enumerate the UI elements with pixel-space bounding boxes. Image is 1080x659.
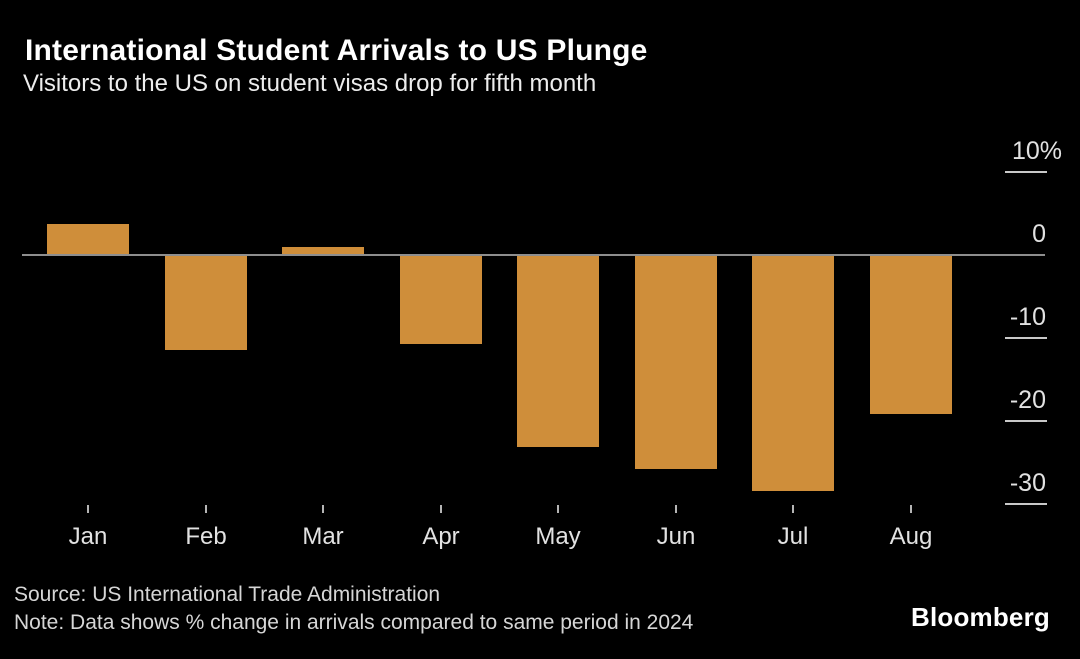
x-tick-jul [792, 505, 794, 513]
x-tick-jan [87, 505, 89, 513]
y-axis-label--30: -30 [1009, 469, 1046, 497]
x-axis-label-aug: Aug [889, 523, 933, 550]
x-tick-feb [205, 505, 207, 513]
x-axis-label-jul: Jul [777, 523, 809, 550]
zero-axis-line [22, 254, 1045, 256]
x-tick-may [557, 505, 559, 513]
chart-title: International Student Arrivals to US Plu… [25, 34, 648, 67]
bar-jun [635, 255, 717, 469]
y-tick--30 [1005, 503, 1047, 505]
chart-subtitle: Visitors to the US on student visas drop… [23, 70, 597, 97]
y-axis-label-10: 10% [1011, 137, 1062, 165]
x-axis-label-jan: Jan [68, 523, 108, 550]
bar-aug [870, 255, 952, 414]
bar-mar [282, 247, 364, 255]
x-axis-label-apr: Apr [422, 523, 460, 550]
x-tick-mar [322, 505, 324, 513]
note-text: Note: Data shows % change in arrivals co… [14, 611, 694, 634]
bar-jan [47, 224, 129, 255]
bar-may [517, 255, 599, 447]
bar-jul [752, 255, 834, 491]
y-axis-label--20: -20 [1009, 386, 1046, 414]
bar-apr [400, 255, 482, 344]
x-tick-jun [675, 505, 677, 513]
y-axis-label--10: -10 [1009, 303, 1046, 331]
x-tick-apr [440, 505, 442, 513]
bloomberg-logo: Bloomberg [910, 602, 1050, 632]
x-axis-label-feb: Feb [185, 523, 227, 550]
x-axis-label-mar: Mar [302, 523, 344, 550]
y-tick--10 [1005, 337, 1047, 339]
x-tick-aug [910, 505, 912, 513]
y-tick--20 [1005, 420, 1047, 422]
bar-feb [165, 255, 247, 350]
x-axis-label-may: May [535, 523, 581, 550]
x-axis-label-jun: Jun [656, 523, 696, 550]
y-axis-label-0: 0 [1032, 220, 1046, 248]
source-text: Source: US International Trade Administr… [14, 583, 441, 606]
y-tick-10 [1005, 171, 1047, 173]
